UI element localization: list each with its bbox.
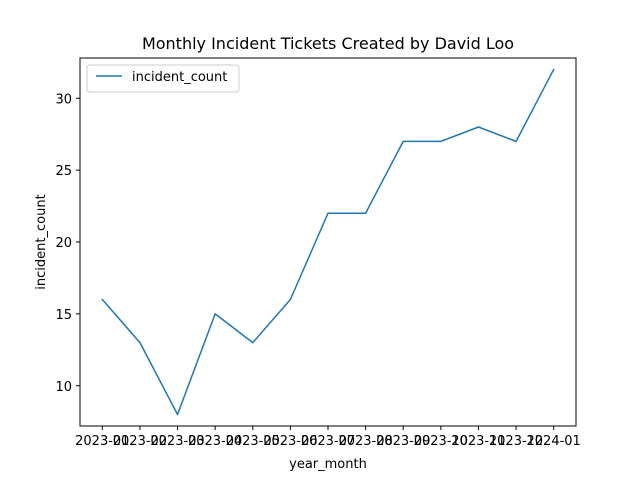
x-tick-label: 2023-11 xyxy=(451,434,505,449)
x-tick-label: 2023-07 xyxy=(301,434,355,449)
x-tick-label: 2023-01 xyxy=(75,434,129,449)
y-tick-label: 15 xyxy=(55,308,72,323)
y-tick-label: 25 xyxy=(55,164,72,179)
x-tick-label: 2023-05 xyxy=(226,434,280,449)
x-axis-label: year_month xyxy=(289,457,367,472)
x-tick-label: 2023-09 xyxy=(376,434,430,449)
legend-box xyxy=(86,64,240,93)
x-tick-label: 2023-02 xyxy=(113,434,167,449)
x-tick-label: 2023-06 xyxy=(263,434,317,449)
y-tick-label: 20 xyxy=(55,236,72,251)
chart-title: Monthly Incident Tickets Created by Davi… xyxy=(142,34,514,53)
series-line-incident-count xyxy=(101,68,555,416)
y-tick-label: 10 xyxy=(55,380,72,395)
x-tick-label: 2023-03 xyxy=(150,434,204,449)
x-tick-label: 2023-04 xyxy=(188,434,242,449)
legend-label-incident-count: incident_count xyxy=(132,70,227,85)
x-tick-label: 2023-12 xyxy=(489,434,543,449)
y-tick-label: 30 xyxy=(55,92,72,107)
x-axis: 2023-012023-022023-032023-042023-052023-… xyxy=(75,426,581,449)
y-axis: 10 15 20 25 30 xyxy=(55,92,80,395)
x-tick-label: 2023-08 xyxy=(338,434,392,449)
y-axis-label: incident_count xyxy=(34,194,49,289)
legend: incident_count xyxy=(86,64,240,93)
x-tick-label: 2023-10 xyxy=(414,434,468,449)
x-tick-label: 2024-01 xyxy=(527,434,581,449)
